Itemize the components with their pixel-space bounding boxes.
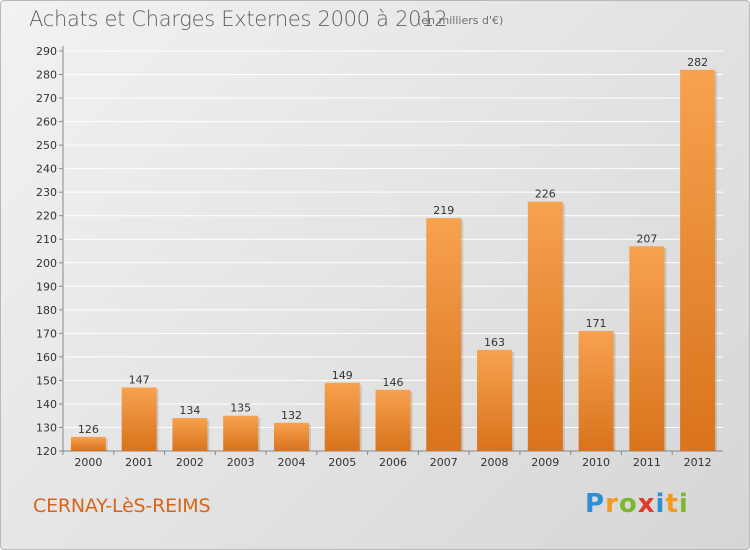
x-tick-label: 2002: [176, 456, 204, 469]
y-tick-label: 150: [36, 374, 57, 387]
logo-letter: r: [605, 489, 619, 519]
logo-letter: i: [678, 489, 689, 519]
y-tick-label: 210: [36, 233, 57, 246]
bar-value-label: 219: [433, 204, 454, 217]
bar-value-label: 149: [332, 369, 353, 382]
bar-2009: [527, 201, 563, 451]
y-tick-label: 250: [36, 139, 57, 152]
bar-value-label: 135: [230, 402, 251, 415]
bar-2002: [172, 418, 208, 451]
x-tick-label: 2011: [633, 456, 661, 469]
y-tick-label: 120: [36, 445, 57, 458]
x-tick-label: 2006: [379, 456, 407, 469]
y-tick-label: 140: [36, 398, 57, 411]
y-tick-label: 240: [36, 163, 57, 176]
place-name: CERNAY-LèS-REIMS: [33, 495, 211, 517]
bar-value-label: 134: [179, 404, 200, 417]
x-tick-label: 2005: [328, 456, 356, 469]
y-tick-label: 170: [36, 327, 57, 340]
y-tick-label: 160: [36, 351, 57, 364]
x-tick-label: 2008: [481, 456, 509, 469]
bar-2012: [680, 69, 716, 451]
bar-2010: [578, 331, 614, 451]
bar-value-label: 132: [281, 409, 302, 422]
bar-2003: [223, 415, 259, 451]
logo-letter: t: [665, 489, 679, 519]
chart-subtitle: (en milliers d'€): [417, 14, 504, 27]
logo-letter: x: [637, 489, 656, 519]
bar-2004: [273, 422, 309, 451]
bar-2011: [629, 246, 665, 451]
proxiti-logo: Proxiti: [585, 489, 689, 519]
x-tick-label: 2010: [582, 456, 610, 469]
bar-2007: [426, 218, 462, 451]
y-tick-label: 130: [36, 421, 57, 434]
logo-letter: P: [585, 489, 606, 519]
bar-value-label: 226: [535, 188, 556, 201]
bar-value-label: 282: [687, 56, 708, 69]
x-tick-label: 2000: [74, 456, 102, 469]
logo-letter: i: [655, 489, 666, 519]
bar-value-label: 163: [484, 336, 505, 349]
bar-value-label: 207: [636, 232, 657, 245]
y-tick-label: 290: [36, 45, 57, 58]
y-tick-label: 220: [36, 210, 57, 223]
x-tick-label: 2012: [684, 456, 712, 469]
bar-value-label: 146: [383, 376, 404, 389]
x-tick-label: 2009: [531, 456, 559, 469]
y-tick-label: 180: [36, 304, 57, 317]
bar-2001: [121, 387, 157, 451]
bar-value-label: 126: [78, 423, 99, 436]
y-tick-label: 280: [36, 69, 57, 82]
bar-2008: [477, 349, 513, 451]
x-tick-label: 2007: [430, 456, 458, 469]
bar-2000: [70, 436, 106, 451]
x-tick-label: 2004: [277, 456, 305, 469]
x-tick-label: 2003: [227, 456, 255, 469]
y-tick-label: 270: [36, 92, 57, 105]
bar-2006: [375, 389, 411, 451]
bar-value-label: 147: [129, 373, 150, 386]
y-tick-label: 190: [36, 280, 57, 293]
logo-letter: o: [618, 489, 638, 519]
y-tick-label: 260: [36, 116, 57, 129]
y-tick-label: 200: [36, 257, 57, 270]
chart-title: Achats et Charges Externes 2000 à 2012: [29, 7, 448, 31]
y-tick-label: 230: [36, 186, 57, 199]
x-tick-label: 2001: [125, 456, 153, 469]
bar-2005: [324, 382, 360, 451]
bar-value-label: 171: [586, 317, 607, 330]
